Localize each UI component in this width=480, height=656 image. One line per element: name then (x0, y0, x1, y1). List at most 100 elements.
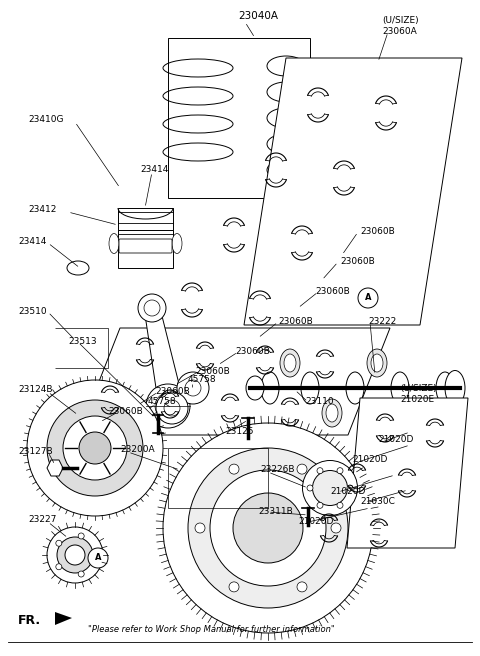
Text: 23513: 23513 (68, 337, 96, 346)
Polygon shape (144, 308, 180, 388)
Text: 23200A: 23200A (120, 445, 155, 455)
Ellipse shape (246, 376, 264, 400)
Circle shape (56, 564, 62, 570)
Text: 23060B: 23060B (360, 228, 395, 237)
Ellipse shape (67, 261, 89, 275)
Ellipse shape (261, 372, 279, 404)
Circle shape (78, 533, 84, 539)
Text: 23414: 23414 (140, 165, 168, 174)
Ellipse shape (371, 354, 383, 372)
Text: 21020D: 21020D (330, 487, 365, 497)
Text: 23110: 23110 (305, 398, 334, 407)
Ellipse shape (302, 461, 358, 516)
Text: 21020D: 21020D (298, 518, 334, 527)
Circle shape (229, 582, 239, 592)
Text: 23040A: 23040A (238, 11, 278, 21)
Circle shape (233, 493, 303, 563)
Ellipse shape (322, 399, 342, 427)
Circle shape (47, 400, 143, 496)
Circle shape (79, 432, 111, 464)
Text: 23060A: 23060A (382, 28, 417, 37)
Polygon shape (55, 612, 72, 625)
Text: 23222: 23222 (368, 318, 396, 327)
Polygon shape (47, 460, 63, 476)
Circle shape (337, 502, 343, 508)
Polygon shape (347, 398, 468, 548)
Text: 23414: 23414 (18, 237, 47, 247)
Polygon shape (118, 208, 173, 230)
Circle shape (57, 537, 93, 573)
Text: 23127B: 23127B (18, 447, 53, 457)
Ellipse shape (391, 372, 409, 404)
Circle shape (88, 548, 108, 568)
Circle shape (63, 416, 127, 480)
Text: A: A (365, 293, 371, 302)
Polygon shape (118, 230, 173, 268)
Circle shape (156, 392, 188, 424)
Circle shape (317, 468, 323, 474)
Polygon shape (78, 328, 390, 435)
Circle shape (56, 541, 62, 546)
Circle shape (195, 523, 205, 533)
Ellipse shape (109, 234, 119, 253)
Circle shape (78, 571, 84, 577)
Circle shape (146, 384, 190, 428)
Circle shape (27, 380, 163, 516)
Text: 23124B: 23124B (18, 386, 52, 394)
Text: 21020D: 21020D (352, 455, 387, 464)
Ellipse shape (346, 372, 364, 404)
Circle shape (317, 502, 323, 508)
Text: 23060B: 23060B (235, 348, 270, 356)
Ellipse shape (312, 470, 348, 506)
Text: 23412: 23412 (28, 205, 56, 215)
Text: A: A (95, 554, 101, 562)
Text: "Please refer to Work Shop Manual for further information": "Please refer to Work Shop Manual for fu… (88, 626, 335, 634)
Text: 23311B: 23311B (258, 508, 293, 516)
FancyBboxPatch shape (119, 239, 172, 253)
Circle shape (347, 485, 353, 491)
Text: 23060B: 23060B (108, 407, 143, 417)
Circle shape (210, 470, 326, 586)
Polygon shape (168, 38, 310, 198)
Ellipse shape (436, 372, 454, 404)
Text: 23125: 23125 (225, 428, 253, 436)
Text: 23227: 23227 (28, 516, 56, 525)
Text: 23060B: 23060B (155, 388, 190, 396)
Text: 23060B: 23060B (195, 367, 230, 377)
Circle shape (188, 448, 348, 608)
Text: 45758: 45758 (188, 375, 216, 384)
Ellipse shape (172, 234, 182, 253)
Text: 23226B: 23226B (260, 466, 295, 474)
Circle shape (331, 523, 341, 533)
Text: (U/SIZE): (U/SIZE) (400, 384, 437, 392)
Text: 21030C: 21030C (360, 497, 395, 506)
Ellipse shape (416, 404, 428, 422)
Text: FR.: FR. (18, 613, 41, 626)
Circle shape (177, 372, 209, 404)
Text: 21020E: 21020E (400, 396, 434, 405)
Circle shape (307, 485, 313, 491)
Text: 45758: 45758 (148, 398, 177, 407)
Text: 23510: 23510 (18, 308, 47, 316)
Circle shape (138, 294, 166, 322)
Text: 23060B: 23060B (278, 318, 313, 327)
Ellipse shape (412, 399, 432, 427)
Circle shape (229, 464, 239, 474)
Text: 23060B: 23060B (340, 258, 375, 266)
Text: 23410G: 23410G (28, 115, 63, 125)
Circle shape (337, 468, 343, 474)
Text: 23060B: 23060B (315, 287, 350, 297)
Ellipse shape (284, 354, 296, 372)
Polygon shape (244, 58, 462, 325)
Circle shape (47, 527, 103, 583)
Ellipse shape (280, 349, 300, 377)
Ellipse shape (445, 371, 465, 405)
Circle shape (65, 545, 85, 565)
Circle shape (163, 423, 373, 633)
Ellipse shape (301, 372, 319, 404)
Ellipse shape (326, 404, 338, 422)
Text: 21020D: 21020D (378, 436, 413, 445)
Circle shape (358, 288, 378, 308)
Circle shape (297, 582, 307, 592)
Text: (U/SIZE): (U/SIZE) (382, 16, 419, 24)
